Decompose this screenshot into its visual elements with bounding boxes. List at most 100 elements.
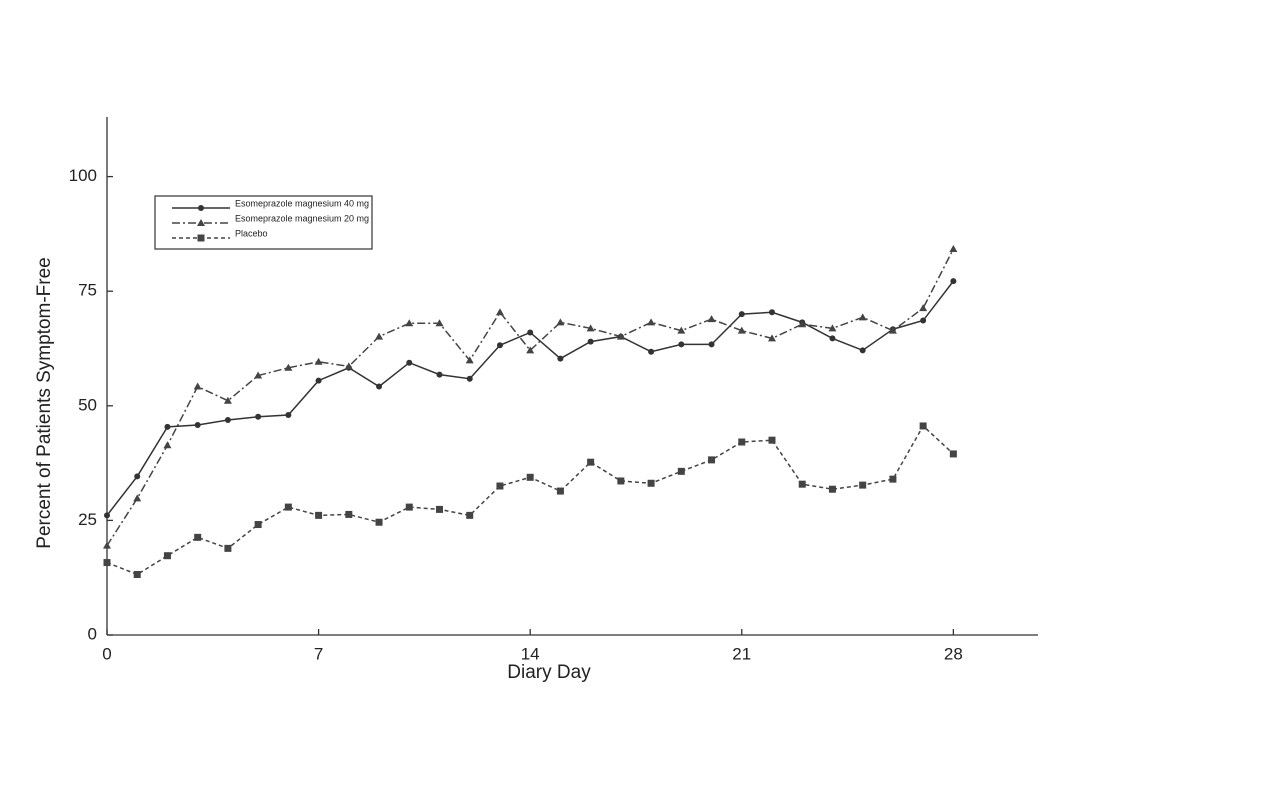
marker	[284, 363, 293, 371]
marker	[556, 487, 564, 495]
marker	[315, 377, 322, 384]
marker	[163, 441, 172, 449]
marker	[198, 205, 204, 211]
marker	[223, 396, 232, 404]
marker	[858, 313, 867, 321]
marker	[406, 359, 413, 366]
legend-text: Esomeprazole magnesium 20 mg	[235, 213, 369, 223]
marker	[375, 518, 383, 526]
series-line	[106, 248, 955, 547]
marker	[647, 318, 656, 326]
marker	[889, 475, 897, 483]
marker	[527, 329, 534, 336]
marker	[436, 371, 443, 378]
marker	[163, 552, 171, 560]
marker	[164, 423, 171, 430]
y-tick-label: 25	[78, 510, 97, 529]
x-tick-label: 0	[102, 644, 111, 663]
marker	[617, 477, 625, 485]
x-tick-label: 28	[944, 644, 963, 663]
marker	[677, 326, 686, 334]
marker	[193, 382, 202, 390]
x-tick-label: 21	[732, 644, 751, 663]
marker	[466, 375, 473, 382]
marker	[798, 320, 807, 328]
marker	[738, 311, 745, 318]
marker	[376, 383, 383, 390]
marker	[888, 326, 897, 334]
marker	[224, 417, 231, 424]
marker	[197, 234, 205, 242]
y-tick-label: 100	[69, 166, 97, 185]
marker	[828, 324, 837, 332]
marker	[587, 338, 594, 345]
marker	[314, 357, 323, 365]
marker	[405, 503, 413, 511]
marker	[768, 436, 776, 444]
marker	[859, 481, 867, 489]
marker	[556, 318, 565, 326]
marker	[678, 341, 685, 348]
marker	[315, 511, 323, 519]
x-tick-label: 7	[314, 644, 323, 663]
marker	[496, 482, 504, 490]
marker	[254, 521, 262, 529]
marker	[345, 510, 353, 518]
marker	[949, 245, 958, 253]
marker	[133, 494, 142, 502]
marker	[949, 450, 957, 458]
marker	[647, 479, 655, 487]
marker	[495, 308, 504, 316]
y-axis-label: Percent of Patients Symptom-Free	[34, 257, 55, 548]
marker	[104, 512, 110, 519]
marker	[828, 485, 836, 493]
marker	[769, 309, 775, 316]
marker	[829, 335, 836, 342]
marker	[950, 278, 957, 285]
marker	[919, 422, 927, 430]
marker	[648, 348, 655, 355]
marker	[919, 304, 928, 312]
marker	[405, 319, 414, 327]
marker	[738, 438, 746, 446]
marker	[197, 219, 205, 226]
marker	[708, 341, 715, 348]
series-line	[106, 424, 954, 576]
marker	[375, 332, 384, 340]
marker	[255, 413, 262, 420]
marker	[284, 503, 292, 511]
marker	[587, 458, 595, 466]
y-tick-label: 0	[88, 624, 97, 643]
marker	[254, 371, 263, 379]
y-tick-label: 50	[78, 395, 97, 414]
marker	[194, 422, 201, 429]
y-tick-label: 75	[78, 281, 97, 300]
marker	[465, 356, 474, 364]
marker	[194, 533, 202, 541]
marker	[557, 355, 564, 362]
marker	[677, 467, 685, 475]
marker	[466, 511, 474, 519]
marker	[859, 347, 866, 354]
marker	[920, 317, 927, 324]
legend: Esomeprazole magnesium 40 mg Esomeprazole…	[154, 195, 373, 250]
marker	[436, 505, 443, 513]
legend-text: Esomeprazole magnesium 40 mg	[235, 198, 369, 208]
marker	[526, 473, 534, 481]
marker	[586, 324, 595, 332]
marker	[616, 332, 625, 340]
x-axis-label: Diary Day	[507, 662, 591, 683]
marker	[344, 362, 353, 370]
legend-text: Placebo	[235, 228, 268, 238]
marker	[224, 544, 232, 552]
marker	[707, 315, 716, 323]
marker	[708, 456, 716, 464]
marker	[134, 473, 141, 480]
marker	[496, 342, 503, 349]
marker	[737, 326, 746, 334]
marker	[285, 411, 292, 418]
marker	[103, 541, 111, 549]
marker	[798, 480, 806, 488]
